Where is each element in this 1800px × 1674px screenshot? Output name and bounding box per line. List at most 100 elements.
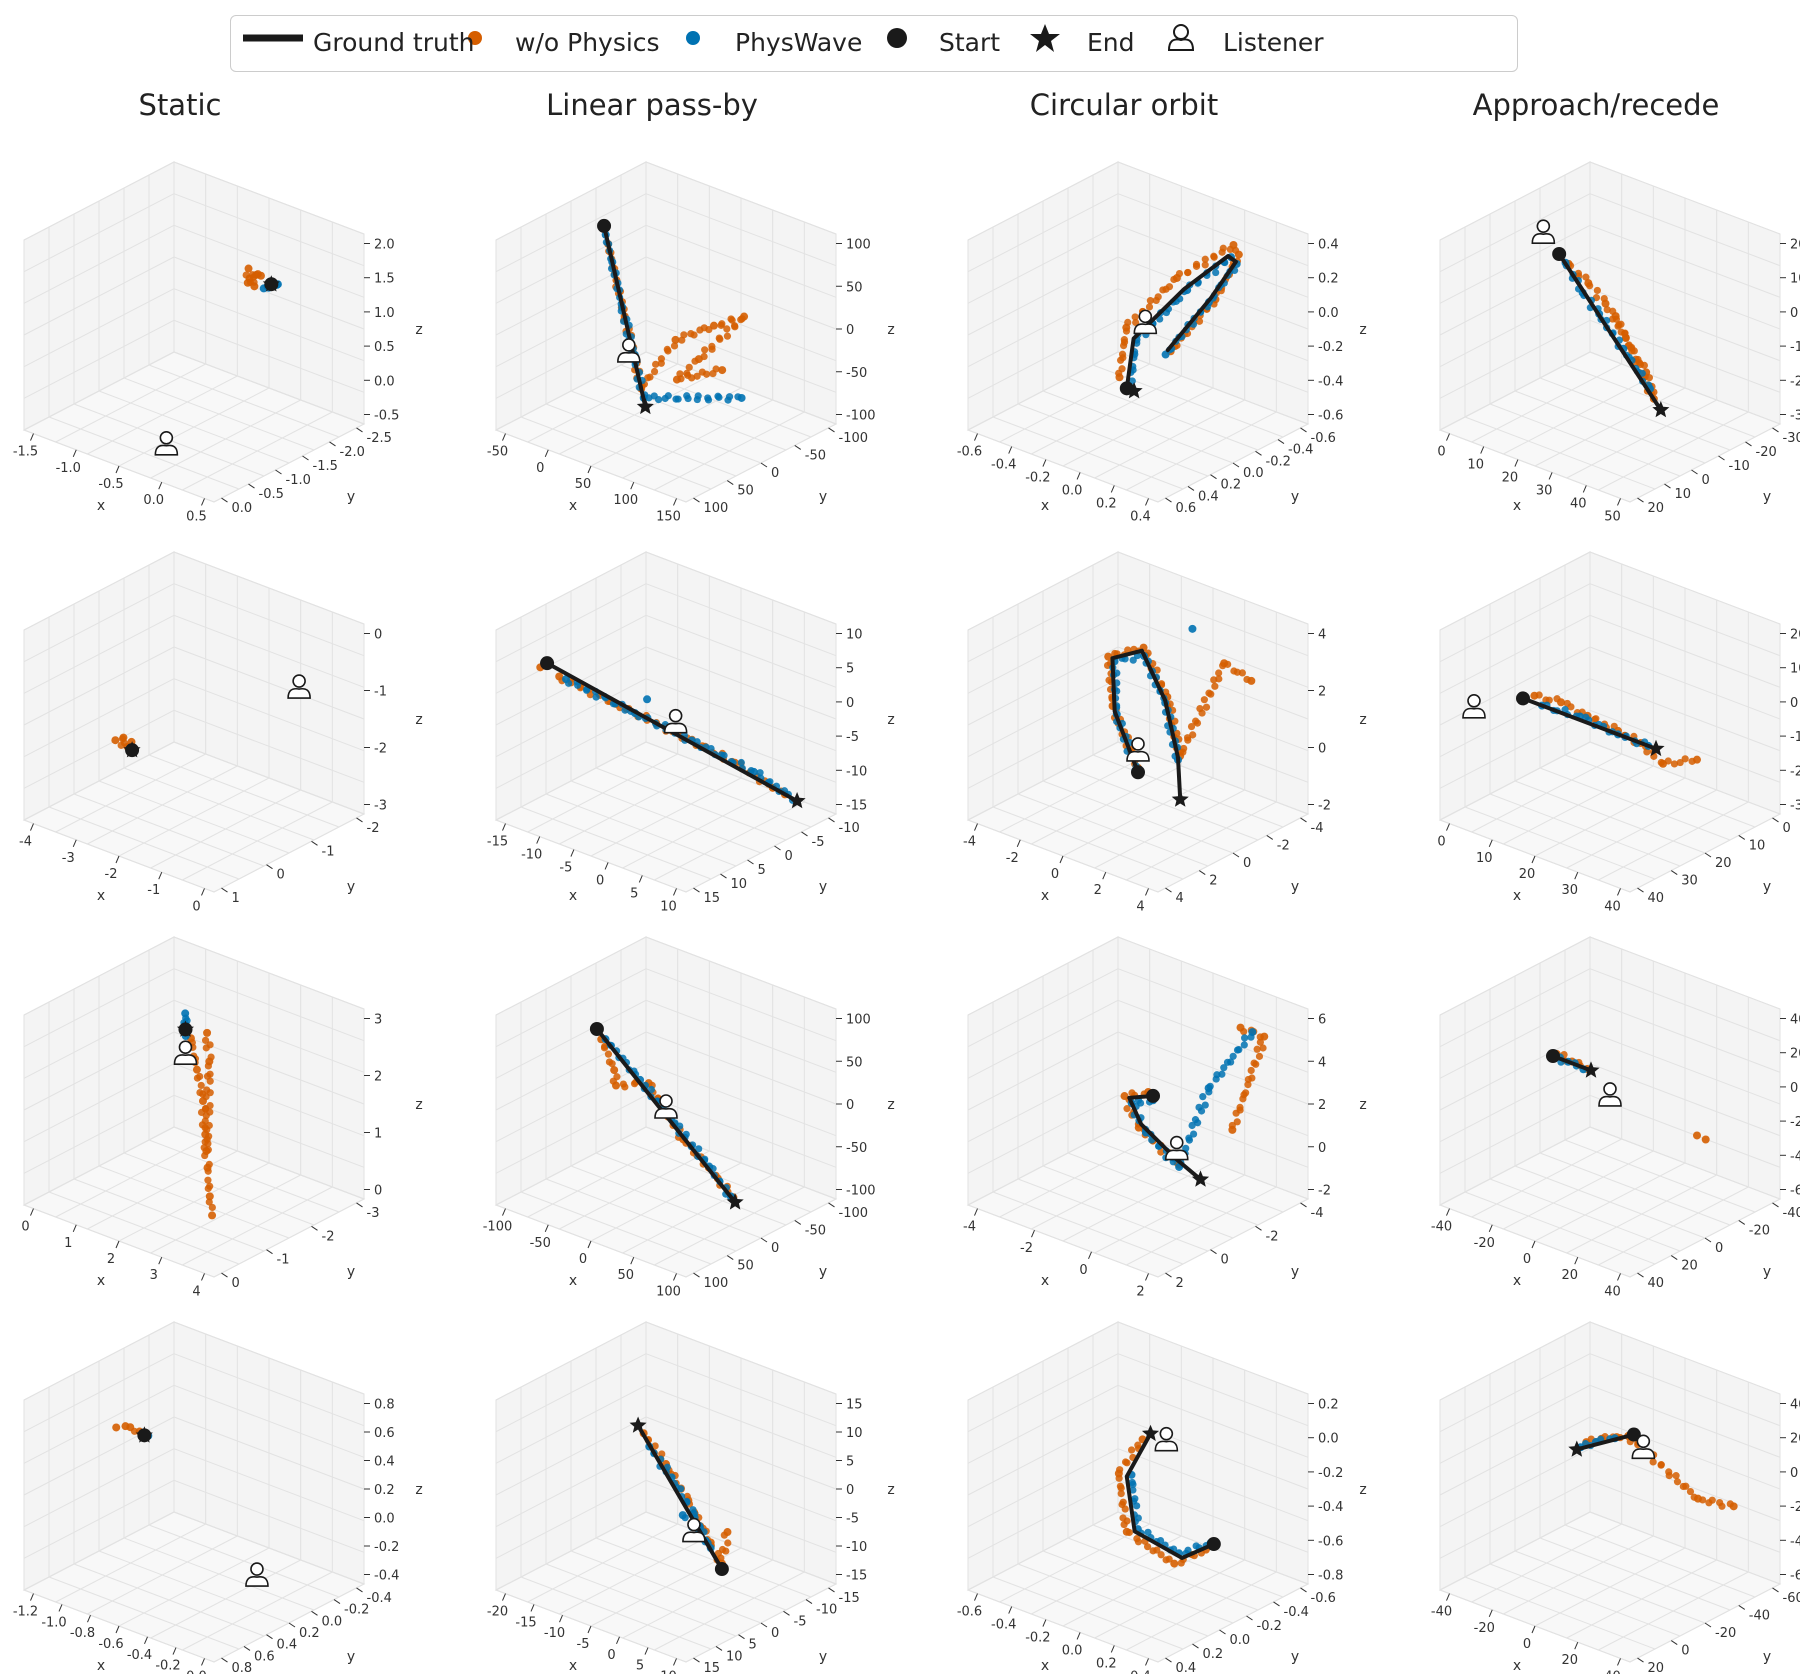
wo-physics-point [201,1036,210,1044]
grid-line [1589,1353,1781,1427]
y-tick [801,831,808,837]
y-tick [774,845,781,851]
x-tick [673,1658,677,1666]
y-tick [1266,835,1274,840]
start-marker [1546,1049,1560,1064]
grid-line [173,583,365,657]
y-tick [1691,469,1698,475]
x-tick [644,1647,649,1655]
wo-physics-point [685,363,693,371]
y-tick-label: -0.6 [1311,431,1336,446]
wo-physics-point [1239,1095,1247,1103]
x-tick [115,465,120,474]
y-tick [221,1657,228,1663]
y-tick [693,1272,700,1278]
x-axis-label: x [97,1658,105,1674]
x-tick [587,1240,592,1249]
listener-body [173,1054,198,1066]
x-tick [1042,1619,1047,1627]
physwave-point [1189,1130,1198,1138]
start-marker [1131,765,1145,780]
wo-physics-point [1215,675,1223,683]
wo-physics-point [1718,1502,1726,1510]
grid-line [1564,1524,1756,1598]
grid-line [1439,936,1591,1016]
wo-physics-point [1157,1148,1165,1156]
grid-line [1157,1198,1309,1278]
x-axis-label: x [97,888,105,904]
x-tick-label: 0.0 [143,493,164,508]
wo-physics-point [253,270,262,279]
wo-physics-point [1219,244,1227,252]
z-tick-label: 0.5 [374,340,395,355]
wo-physics-point [1128,1089,1136,1097]
grid-line [967,551,1119,631]
y-tick-label: -15 [839,1591,860,1606]
y-tick [1704,1237,1712,1243]
wo-physics-point [1260,1032,1269,1041]
grid-line [148,1524,340,1598]
wo-physics-point [1643,748,1651,756]
grid-line [1589,968,1781,1042]
wo-physics-point [1649,1458,1657,1466]
z-tick-label: -40 [1790,1149,1800,1164]
listener-head [292,674,306,688]
z-tick-label: -60 [1790,1184,1800,1199]
column-title-static: Static [138,88,222,122]
y-tick-label: 10 [726,1649,743,1664]
y-axis-label: y [1763,489,1771,505]
x-tick [158,1257,163,1265]
y-tick-label: -0.2 [1266,454,1291,469]
x-tick [30,1208,34,1216]
listener-head [1636,1434,1651,1449]
x-axis-label: x [569,888,577,904]
x-tick [1446,1593,1450,1601]
start-marker [589,1022,604,1036]
z-tick-label: 0.2 [1318,1398,1339,1413]
wo-physics-point [600,1044,609,1052]
wo-physics-point [718,320,726,328]
end-star-marker [636,397,654,415]
wo-physics-point [1117,1490,1125,1498]
x-tick [1145,888,1149,896]
subplot-r4-c3: -0.6-0.4-0.20.00.20.4-0.6-0.4-0.20.00.20… [957,1321,1367,1674]
physwave-point [1144,1528,1152,1536]
wo-physics-point [1238,669,1246,677]
y-tick [1772,427,1779,433]
z-tick-label: 5 [846,1455,854,1470]
y-tick-label: 0.0 [232,501,253,516]
physwave-point [720,751,728,760]
legend-wo-physics-dot [468,31,482,45]
z-tick-label: -0.6 [1318,1534,1343,1549]
x-tick-label: -1 [147,883,160,898]
x-axis-label: x [1513,1273,1521,1289]
listener-icon [617,338,641,363]
y-tick [715,1645,723,1651]
subplot-r2-c3: -4 -2 0 2 4 -4 -2 0 2 4 -2 0 2 4 x y z [963,551,1367,914]
grid-line [23,193,175,273]
x-tick-label: 10 [1467,458,1484,473]
grid-line [495,583,647,663]
listener-head [1131,737,1145,751]
x-tick-label: -2 [105,867,118,882]
x-tick [1016,839,1021,847]
y-tick [828,427,835,433]
z-tick-label: 20 [1790,628,1800,643]
end-star-marker [123,741,141,758]
physwave-point [737,393,746,402]
y-tick-label: -0.6 [1311,1591,1336,1606]
x-tick-label: -4 [963,835,976,850]
z-tick-label: 0 [374,628,382,643]
listener-body [245,1575,269,1587]
wo-physics-point [244,264,253,273]
x-tick [1548,472,1553,480]
grid-line [1439,1321,1591,1401]
listener-body [1164,1149,1189,1161]
y-tick [726,480,734,485]
x-tick [1446,1208,1450,1216]
wo-physics-point [1259,1044,1267,1052]
grid-line [213,813,365,893]
ground-truth-line [636,1423,724,1572]
x-tick-label: -100 [483,1220,513,1235]
